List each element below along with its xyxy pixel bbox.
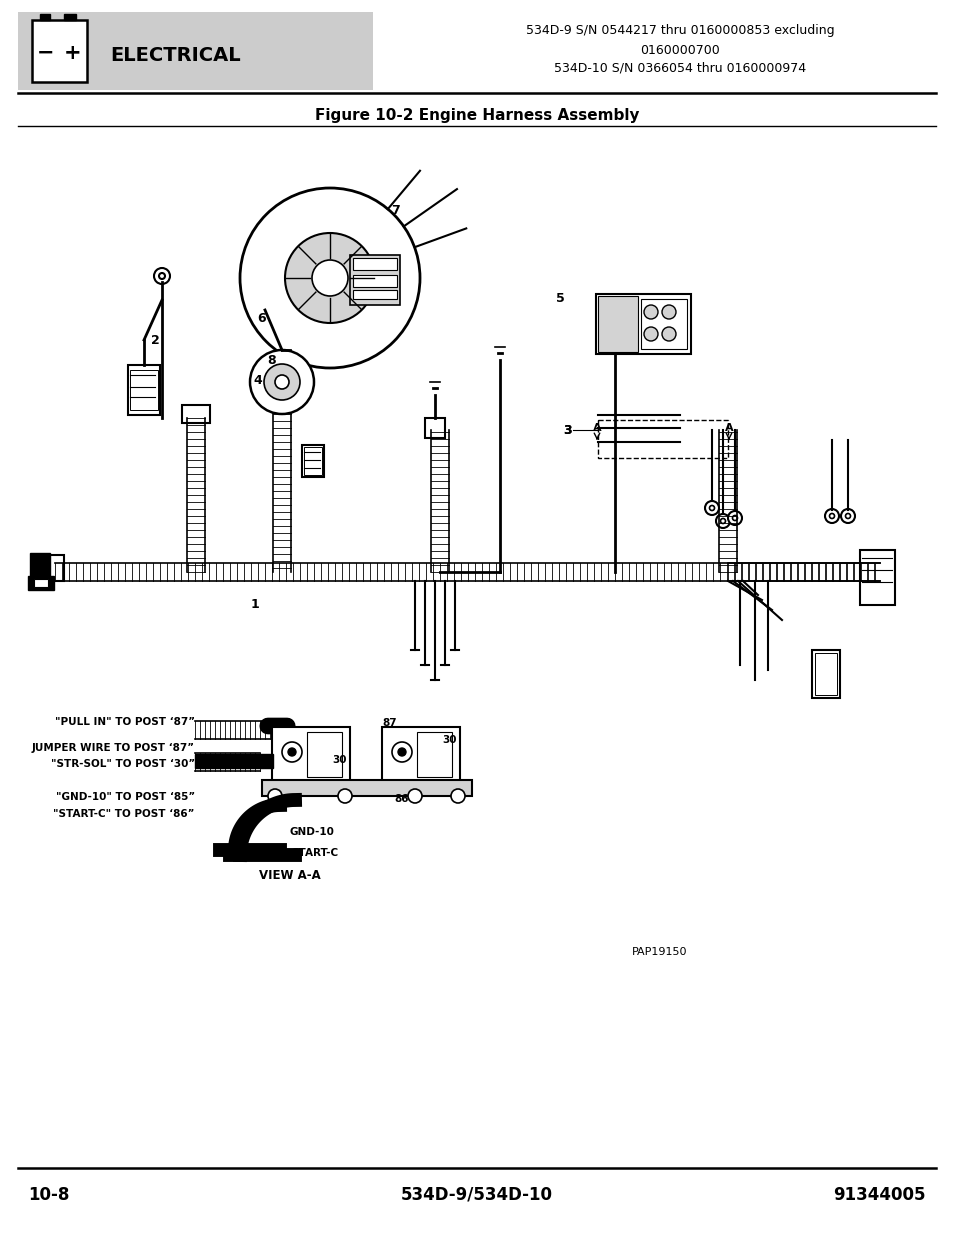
Text: GND-10: GND-10 [290,827,335,837]
Circle shape [397,748,406,756]
Bar [182,405,210,424]
Circle shape [274,375,289,389]
Bar [859,550,894,605]
Bar [424,417,444,438]
Bar [40,14,50,20]
Bar [30,553,50,583]
Text: 534D-9/534D-10: 534D-9/534D-10 [400,1186,553,1204]
Text: 2: 2 [151,333,159,347]
Bar [18,12,373,90]
Circle shape [720,519,724,524]
Bar [353,275,396,287]
Text: "GND-10" TO POST ‘85”: "GND-10" TO POST ‘85” [55,792,194,802]
Bar [350,254,399,305]
Circle shape [240,188,419,368]
Bar [598,296,638,352]
Circle shape [288,748,295,756]
Text: 5: 5 [555,291,564,305]
Text: 534D-10 S/N 0366054 thru 0160000974: 534D-10 S/N 0366054 thru 0160000974 [554,62,805,74]
Text: 6: 6 [257,311,266,325]
Bar [598,420,727,458]
Circle shape [337,789,352,803]
Bar [194,755,273,768]
Circle shape [704,501,719,515]
Text: ELECTRICAL: ELECTRICAL [110,46,240,64]
Circle shape [282,742,302,762]
Text: "START-C" TO POST ‘86”: "START-C" TO POST ‘86” [53,809,194,819]
Circle shape [727,511,741,525]
Text: 3: 3 [563,424,572,436]
Circle shape [716,514,729,529]
Bar [416,732,452,777]
Bar [272,727,350,782]
Bar [811,650,840,698]
Text: A: A [592,424,600,433]
Circle shape [312,261,348,296]
Text: VIEW A-A: VIEW A-A [259,869,320,883]
Bar [34,579,48,587]
Text: 87: 87 [271,718,285,727]
Circle shape [828,514,834,519]
Circle shape [159,273,165,279]
Circle shape [285,233,375,324]
Text: 3: 3 [563,424,572,436]
Circle shape [392,742,412,762]
Text: A: A [724,424,733,433]
Text: 86: 86 [282,794,297,804]
Bar [353,258,396,270]
Circle shape [408,789,421,803]
Text: 91344005: 91344005 [833,1186,925,1204]
Bar [304,447,322,475]
Text: 7: 7 [392,204,400,216]
Text: PAP19150: PAP19150 [632,947,687,957]
Text: START-C: START-C [291,848,338,858]
Text: 4: 4 [253,373,262,387]
Circle shape [732,515,737,520]
Circle shape [841,509,854,522]
Circle shape [661,327,676,341]
Bar [130,370,158,410]
Bar [353,290,396,299]
Bar [64,14,76,20]
Circle shape [643,305,658,319]
Bar [262,781,472,797]
Circle shape [250,350,314,414]
Circle shape [153,268,170,284]
Text: 534D-9 S/N 0544217 thru 0160000853 excluding: 534D-9 S/N 0544217 thru 0160000853 exclu… [525,23,834,37]
Bar [46,555,64,580]
Bar [596,294,690,354]
Text: 30: 30 [333,755,347,764]
Bar [32,20,87,82]
Text: "STR-SOL" TO POST ‘30”: "STR-SOL" TO POST ‘30” [51,760,194,769]
Text: 30: 30 [442,735,456,745]
Circle shape [824,509,838,522]
Text: 1: 1 [251,598,259,610]
Text: 85: 85 [217,755,232,764]
Circle shape [268,789,282,803]
Text: 0160000700: 0160000700 [639,43,720,57]
Circle shape [709,505,714,510]
Text: −: − [37,43,54,63]
Bar [307,732,341,777]
Circle shape [643,327,658,341]
Text: Figure 10-2 Engine Harness Assembly: Figure 10-2 Engine Harness Assembly [314,107,639,122]
Bar [640,299,686,350]
Text: "PULL IN" TO POST ‘87”: "PULL IN" TO POST ‘87” [55,718,194,727]
Bar [302,445,324,477]
Bar [381,727,459,782]
Text: 86: 86 [395,794,409,804]
Text: 8: 8 [268,353,276,367]
Circle shape [661,305,676,319]
Bar [128,366,160,415]
Text: 87: 87 [382,718,396,727]
Circle shape [844,514,850,519]
Bar [28,576,54,590]
Text: 10-8: 10-8 [28,1186,70,1204]
Circle shape [264,364,299,400]
Bar [814,653,836,695]
Text: JUMPER WIRE TO POST ‘87”: JUMPER WIRE TO POST ‘87” [31,743,194,753]
Circle shape [451,789,464,803]
Text: +: + [64,43,82,63]
